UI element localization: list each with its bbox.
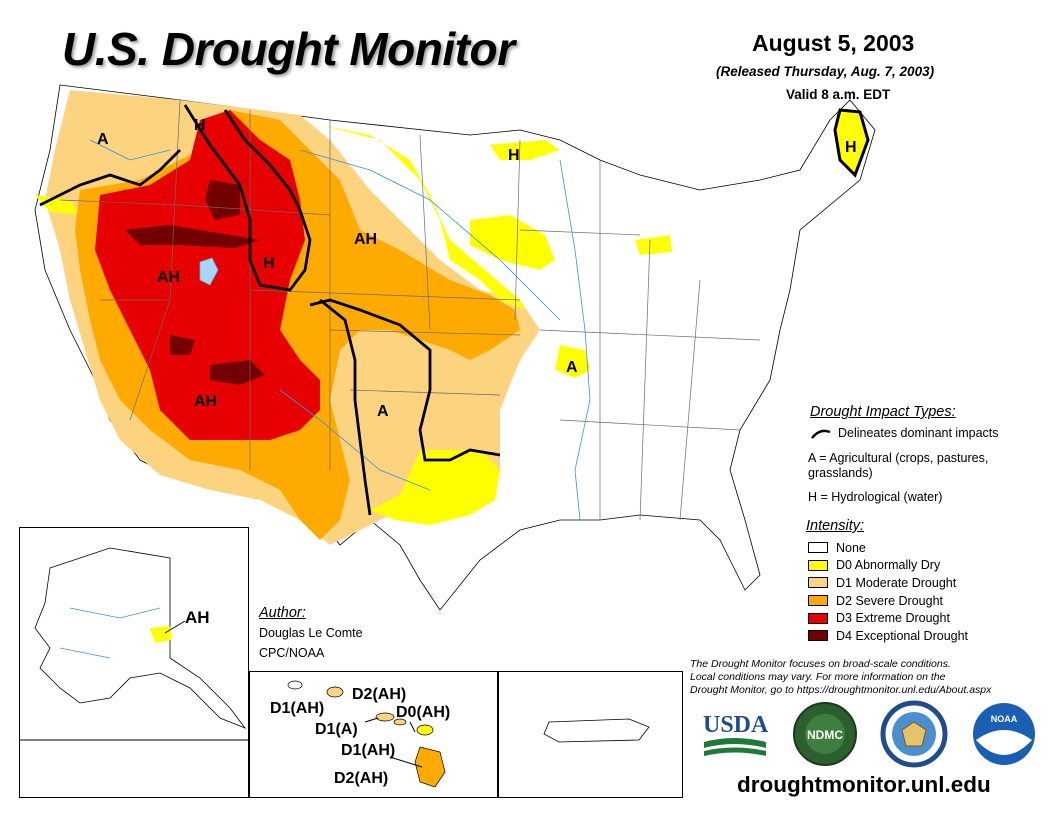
- map-label-mo-a: A: [566, 359, 578, 376]
- intensity-heading: Intensity:: [806, 518, 865, 534]
- map-label-wy-h: H: [263, 255, 275, 272]
- legend-d4: D4 Exceptional Drought: [808, 627, 968, 645]
- d0-region-texas: [370, 450, 500, 525]
- footer-url[interactable]: droughtmonitor.unl.edu: [737, 772, 991, 797]
- legend-label-d4: D4 Exceptional Drought: [836, 628, 969, 643]
- great-salt-lake: [199, 257, 219, 286]
- note-line-3: Drought Monitor, go to https://droughtmo…: [690, 684, 992, 697]
- impact-line-legend: Delineates dominant impacts: [810, 426, 999, 440]
- map-title: U.S. Drought Monitor: [62, 23, 515, 75]
- disclaimer-note: The Drought Monitor focuses on broad-sca…: [690, 658, 991, 698]
- swatch-d1: [808, 577, 828, 589]
- valid-time: Valid 8 a.m. EDT: [786, 87, 891, 102]
- d0-region-mi: [635, 235, 672, 255]
- note-line-2: Local conditions may vary. For more info…: [690, 671, 946, 684]
- d0-region-mo: [555, 345, 590, 378]
- note-line-1: The Drought Monitor focuses on broad-sca…: [690, 658, 951, 670]
- d4-region-id: [125, 225, 260, 248]
- d4-region-ut: [170, 335, 195, 355]
- impact-types-heading: Drought Impact Types:: [810, 404, 956, 420]
- legend-label-d3: D3 Extreme Drought: [836, 611, 950, 626]
- map-label-me-h: H: [845, 139, 857, 156]
- puerto-rico-inset: [498, 671, 683, 798]
- legend-d1: D1 Moderate Drought: [808, 574, 968, 592]
- author-org: CPC/NOAA: [259, 646, 325, 660]
- d4-region-co: [210, 360, 265, 385]
- ndmc-logo: NDMC: [793, 702, 857, 766]
- legend-d0: D0 Abnormally Dry: [808, 557, 968, 575]
- swatch-d0: [808, 559, 828, 571]
- map-label-wa-a: A: [97, 131, 109, 148]
- legend-label-d2: D2 Severe Drought: [836, 593, 944, 608]
- legend-d2: D2 Severe Drought: [808, 592, 968, 610]
- hawaii-label-5: D1(AH): [341, 742, 396, 759]
- noaa-logo: NOAA: [973, 703, 1035, 765]
- legend-d3: D3 Extreme Drought: [808, 609, 968, 627]
- intensity-legend: None D0 Abnormally Dry D1 Moderate Droug…: [808, 539, 968, 645]
- release-date: (Released Thursday, Aug. 7, 2003): [716, 64, 935, 79]
- legend-none: None: [808, 539, 968, 557]
- agricultural-label-1: A = Agricultural (crops, pastures,: [808, 451, 989, 465]
- d0-region-maine: [833, 108, 870, 178]
- map-date: August 5, 2003: [752, 30, 915, 56]
- swatch-d4: [808, 630, 828, 642]
- map-label-mn-h: H: [508, 147, 520, 164]
- usda-logo: USDA: [703, 712, 769, 756]
- impact-lines: [39, 104, 501, 516]
- impact-line-icon: [811, 429, 831, 439]
- d0-region-oregon: [35, 195, 80, 215]
- map-label-nd-ah: AH: [354, 231, 377, 248]
- map-label-az-ah: AH: [194, 393, 217, 410]
- hawaii-label-4: D1(A): [315, 721, 358, 738]
- noaa-logo-text: NOAA: [991, 714, 1018, 724]
- map-label-tx-a: A: [377, 403, 389, 420]
- hawaii-inset: D2(AH) D1(AH) D0(AH) D1(A) D1(AH) D2(AH): [249, 671, 498, 798]
- legend-label-d1: D1 Moderate Drought: [836, 575, 957, 590]
- hydrological-label: H = Hydrological (water): [808, 490, 943, 504]
- rivers: [89, 139, 591, 521]
- usda-logo-text: USDA: [703, 712, 769, 738]
- alaska-inset: AH: [19, 527, 249, 798]
- alaska-label: AH: [185, 608, 210, 627]
- commerce-seal: [880, 700, 948, 768]
- map-label-nv-ah: AH: [157, 269, 180, 286]
- hawaii-label-6: D2(AH): [334, 770, 389, 787]
- d4-region-wy: [205, 180, 240, 220]
- legend-label-d0: D0 Abnormally Dry: [836, 558, 941, 573]
- swatch-d2: [808, 595, 828, 607]
- alaska-map: [20, 547, 248, 741]
- author-heading: Author:: [259, 605, 306, 621]
- ndmc-logo-text: NDMC: [807, 728, 843, 742]
- impact-line-label: Delineates dominant impacts: [838, 426, 999, 440]
- swatch-none: [808, 542, 828, 554]
- d0-region-plains: [320, 125, 525, 310]
- hawaii-label-2: D1(AH): [270, 700, 325, 717]
- legend-label-none: None: [836, 540, 866, 555]
- hawaii-label-1: D2(AH): [352, 686, 407, 703]
- hawaii-label-3: D0(AH): [396, 704, 451, 721]
- puerto-rico-map: [543, 718, 650, 743]
- swatch-d3: [808, 612, 828, 624]
- state-boundaries: [59, 99, 761, 521]
- author-name: Douglas Le Comte: [259, 626, 363, 640]
- agricultural-label-2: grasslands): [808, 466, 873, 480]
- hawaii-map: [287, 680, 446, 788]
- d0-region-mn: [490, 140, 560, 160]
- d0-region-iowa: [470, 215, 555, 270]
- map-label-mt-h: H: [194, 117, 206, 134]
